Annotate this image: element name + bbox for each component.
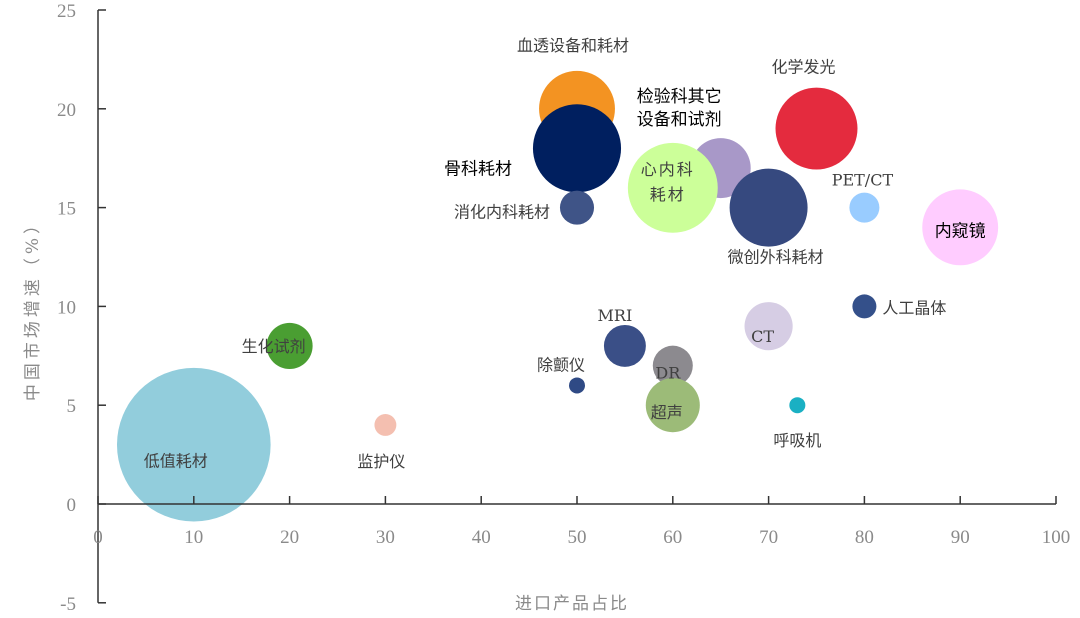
x-tick-label: 80 bbox=[855, 527, 874, 548]
bubble-label: 呼吸机 bbox=[773, 431, 821, 450]
y-tick-label: 10 bbox=[57, 297, 76, 318]
bubbles-layer bbox=[116, 70, 999, 522]
x-tick-label: 70 bbox=[759, 527, 778, 548]
x-tick-label: 10 bbox=[184, 527, 203, 548]
bubble-label: 心内科耗材 bbox=[640, 159, 695, 204]
bubble-label: 化学发光 bbox=[771, 58, 835, 77]
x-tick-label: 0 bbox=[93, 527, 103, 548]
y-tick-label: 20 bbox=[57, 100, 76, 121]
bubble-label: MRI bbox=[598, 306, 633, 325]
bubble bbox=[652, 345, 693, 386]
axes-layer: -5 0 5 10 15 20 25 0 10 20 30 40 50 60 70 80 90 100 bbox=[57, 1, 1070, 615]
bubble-label: 检验科其它设备和试剂 bbox=[636, 87, 722, 131]
bubble-label: 超声 bbox=[651, 403, 683, 422]
bubble-label: 监护仪 bbox=[357, 452, 405, 471]
bubble-label: 骨科耗材 bbox=[444, 159, 512, 179]
x-tick-label: 20 bbox=[280, 527, 299, 548]
y-tick-label: 5 bbox=[67, 396, 77, 417]
x-tick-label: 90 bbox=[951, 527, 970, 548]
x-tick-label: 60 bbox=[663, 527, 682, 548]
bubble-label: 除颤仪 bbox=[537, 355, 585, 374]
x-tick-label: 30 bbox=[376, 527, 395, 548]
bubble bbox=[569, 377, 585, 394]
bubble-label: 消化内科耗材 bbox=[454, 203, 550, 222]
bubble bbox=[374, 414, 397, 436]
bubble-label: 生化试剂 bbox=[242, 337, 306, 356]
y-tick-label: 0 bbox=[67, 495, 77, 516]
x-axis-title: 进口产品占比 bbox=[515, 594, 629, 614]
x-tick-label: 100 bbox=[1042, 527, 1071, 548]
bubble-label-box: 心内科耗材 bbox=[640, 159, 695, 204]
bubble bbox=[645, 378, 700, 433]
bubble bbox=[744, 302, 793, 351]
y-tick-label: 25 bbox=[57, 1, 76, 22]
bubble-label: 内窥镜 bbox=[935, 221, 986, 241]
bubble bbox=[852, 294, 877, 319]
bubble-label: CT bbox=[751, 327, 774, 346]
bubble bbox=[266, 322, 313, 369]
bubble bbox=[603, 324, 646, 367]
bubble bbox=[922, 189, 999, 266]
bubble-label-box: 检验科其它设备和试剂 bbox=[636, 87, 722, 131]
x-tick-label: 50 bbox=[568, 527, 587, 548]
bubble-label: PET/CT bbox=[832, 171, 894, 190]
bubble bbox=[559, 190, 595, 225]
bubble-label: 血透设备和耗材 bbox=[517, 36, 629, 55]
bubble bbox=[627, 142, 718, 233]
bubble-label: 微创外科耗材 bbox=[728, 248, 824, 267]
bubble bbox=[849, 192, 880, 223]
y-tick-label: 15 bbox=[57, 199, 76, 220]
bubble bbox=[729, 168, 808, 247]
bubble bbox=[789, 397, 806, 414]
bubble-label: 人工晶体 bbox=[882, 298, 946, 317]
x-tick-label: 40 bbox=[472, 527, 491, 548]
bubble bbox=[116, 367, 271, 522]
y-axis-title: 中国市场增速（%） bbox=[23, 213, 43, 401]
bubble bbox=[532, 104, 622, 193]
bubble-label: DR bbox=[655, 364, 681, 383]
bubble bbox=[775, 87, 858, 170]
y-tick-label: -5 bbox=[60, 594, 76, 615]
bubble-label: 低值耗材 bbox=[144, 452, 208, 471]
